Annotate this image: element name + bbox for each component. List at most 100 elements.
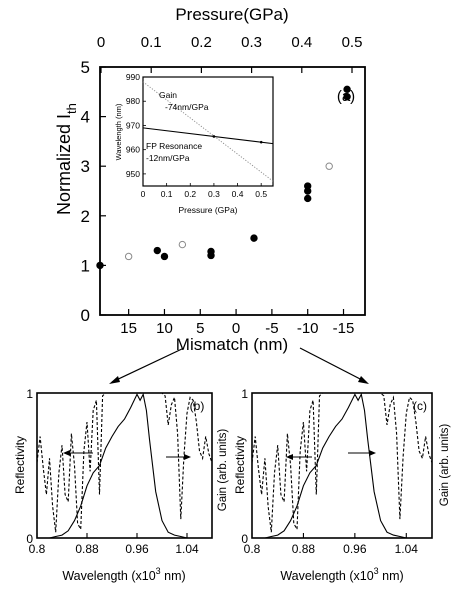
a-x-tick-label: 10 (156, 320, 173, 337)
a-point-filled (207, 251, 215, 260)
c-reflectivity-curve (251, 392, 433, 533)
panel-connectors (109, 347, 369, 384)
inset-y-tick-label: 950 (126, 169, 140, 179)
a-top-tick-label: 0 (97, 34, 105, 51)
a-point-filled (160, 252, 169, 261)
a-point-filled (343, 93, 351, 101)
a-top-tick-label: 0.1 (141, 34, 162, 51)
inset-chart: 0 0.1 0.2 0.3 0.4 0.5 950 960 970 980 990 Pressur… (114, 72, 274, 215)
a-point-open (325, 162, 333, 170)
panel-c-xlabel-end: nm) (379, 569, 404, 583)
panel-b-xlabel: Wavelength (x103 nm) (62, 566, 185, 583)
a-top-tick-label: 0.4 (291, 34, 312, 51)
c-gain-curve (252, 392, 432, 539)
panel-c-xlabel: Wavelength (x103 nm) (280, 566, 403, 583)
panel-b-xlabel-superscript: 3 (156, 566, 161, 576)
panel-a: Pressure(GPa) 0 0.1 0.2 0.3 0.4 0.5 15 10 5 0 -5-… (54, 5, 366, 354)
panel-c-ylabel-left: Gain (arb. units) (217, 429, 229, 512)
inset-x-tick-label: 0.4 (232, 189, 244, 199)
inset-y-ticks: 950 960 970 980 990 (126, 72, 146, 179)
a-top-tick-label: 0.3 (241, 34, 262, 51)
a-point-open (178, 240, 187, 249)
connector-arrow-left (111, 347, 185, 383)
panel-a-xlabel: Mismatch (nm) (176, 335, 288, 354)
inset-fp-marker (259, 140, 263, 144)
panel-a-ylabel-subscript: th (64, 103, 79, 114)
b-y-tick-label: 0 (26, 532, 33, 546)
inset-x-tick-label: 0.2 (184, 189, 196, 199)
a-y-tick-label: 4 (81, 108, 90, 127)
panel-b-x-ticks: 0.8 0.88 0.96 1.04 (29, 533, 199, 556)
inset-x-tick-label: 0 (141, 189, 146, 199)
b-x-tick-label: 1.04 (175, 542, 199, 556)
inset-x-tick-label: 0.3 (208, 189, 220, 199)
panel-c-xlabel-superscript: 3 (374, 566, 379, 576)
a-x-tick-label: 0 (232, 320, 240, 337)
panel-a-left-ticks: 0 1 2 3 4 5 (81, 58, 106, 325)
b-gain-curve (37, 392, 212, 539)
a-x-tick-label: 15 (120, 320, 137, 337)
a-y-tick-label: 2 (81, 207, 90, 226)
panel-c-frame (251, 392, 433, 539)
a-x-tick-label: -5 (265, 320, 278, 337)
panel-b-arrow-left (63, 450, 93, 456)
a-point-filled (153, 246, 161, 255)
inset-y-tick-label: 980 (126, 96, 140, 106)
inset-annotation-fp: FP Resonance (146, 141, 202, 151)
panel-c-arrow-left (286, 454, 312, 460)
panel-b-arrow-right (166, 454, 191, 460)
c-y-tick-label: 1 (241, 387, 248, 401)
panel-b-xlabel-main: Wavelength (x10 (62, 569, 155, 583)
inset-xlabel: Pressure (GPa) (178, 205, 237, 215)
a-x-tick-label: -15 (333, 320, 355, 337)
panel-c-label: (c) (413, 399, 427, 413)
a-y-tick-label: 1 (81, 256, 90, 275)
a-x-tick-label: 5 (196, 320, 204, 337)
panel-a-bottom-ticks: 15 10 5 0 -5 -10 -15 (120, 309, 354, 337)
b-x-tick-label: 0.8 (29, 542, 46, 556)
panel-c-ylabel-reflectivity: Reflectivity (233, 436, 247, 494)
panel-a-label: (a) (337, 88, 355, 105)
a-point-filled (343, 85, 351, 94)
inset-annotation-gain: Gain (159, 90, 177, 100)
inset-lines (142, 81, 274, 182)
panel-c: 0.8 0.88 0.96 1.04 01 Gain (arb. units) Ref… (217, 387, 451, 583)
panel-a-frame (99, 66, 366, 316)
a-point-open (124, 252, 133, 261)
inset-x-ticks: 0 0.1 0.2 0.3 0.4 0.5 (141, 183, 267, 199)
connector-arrowhead-left (109, 376, 120, 384)
panel-a-top-ticks: 0 0.1 0.2 0.3 0.4 0.5 (97, 34, 363, 73)
inset-x-tick-label: 0.5 (255, 189, 267, 199)
b-y-tick-label: 1 (26, 387, 33, 401)
panel-c-xlabel-main: Wavelength (x10 (280, 569, 373, 583)
a-y-tick-label: 5 (81, 58, 90, 77)
a-y-tick-label: 3 (81, 157, 90, 176)
panel-b-y-ticks: 01 (26, 387, 33, 546)
inset-fp-marker (212, 135, 216, 138)
inset-y-tick-label: 960 (126, 145, 140, 155)
a-x-tick-label: -10 (297, 320, 319, 337)
connector-arrow-right (299, 347, 367, 383)
b-reflectivity-curve (36, 392, 213, 533)
c-y-tick-label: 0 (241, 532, 248, 546)
panel-a-ylabel: Normalized Ith (54, 103, 79, 215)
a-point-filled (304, 194, 312, 203)
inset-y-tick-label: 990 (126, 72, 140, 82)
panel-b-ylabel: Reflectivity (13, 436, 27, 494)
panel-a-points (96, 85, 351, 270)
inset-annotation-fp-rate: -12nm/GPa (146, 153, 190, 163)
inset-gain-line (142, 81, 274, 182)
panel-b-xlabel-end: nm) (161, 569, 186, 583)
panel-b-curves (36, 392, 213, 539)
c-x-tick-label: 0.96 (343, 542, 367, 556)
c-x-tick-label: 1.04 (395, 542, 419, 556)
panel-c-x-ticks: 0.8 0.88 0.96 1.04 (244, 533, 419, 556)
inset-y-tick-label: 970 (126, 120, 140, 130)
panel-c-arrow-right (348, 450, 376, 456)
panel-a-top-axis-title: Pressure(GPa) (175, 5, 288, 24)
a-y-tick-label: 0 (81, 306, 90, 325)
a-top-tick-label: 0.5 (342, 34, 363, 51)
a-point-filled (96, 261, 104, 270)
panel-c-curves (251, 392, 433, 539)
